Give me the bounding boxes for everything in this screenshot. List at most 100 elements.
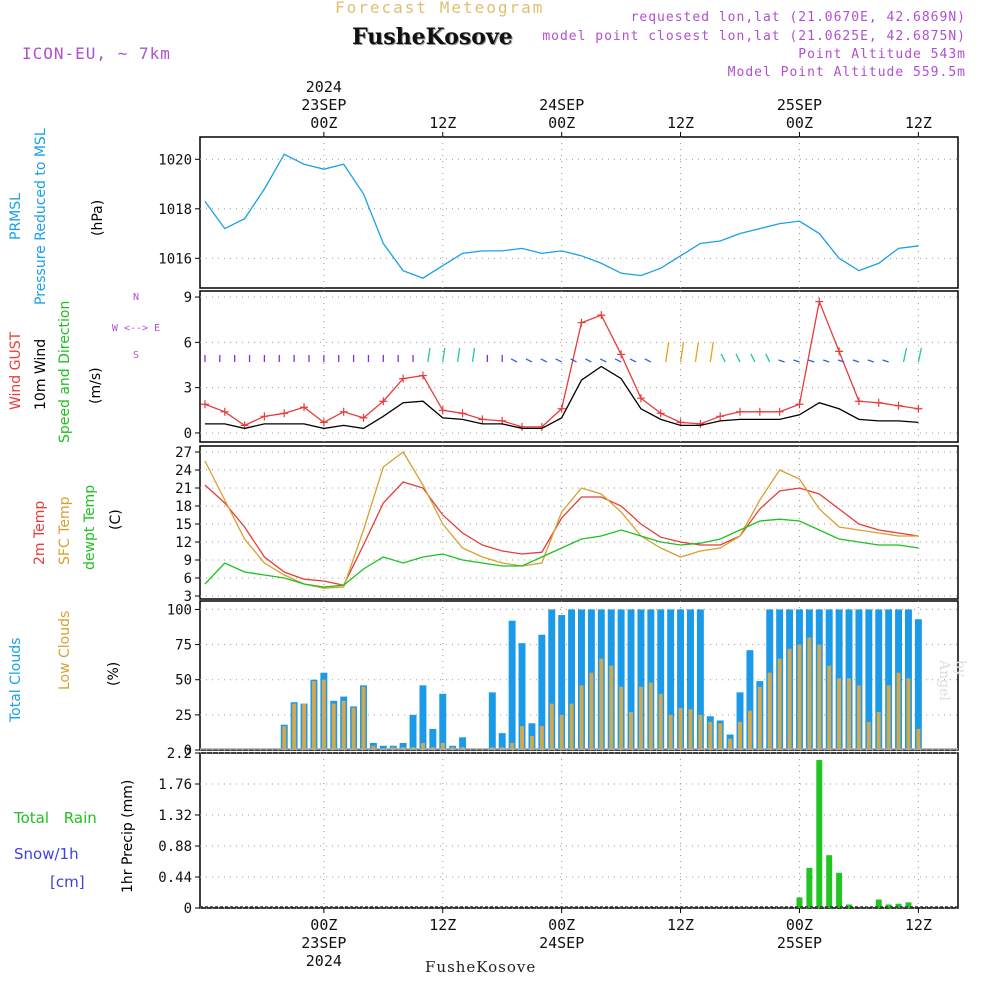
clouds-unit: (%) [106, 661, 122, 686]
y-tick-label: 24 [175, 463, 192, 479]
wind-arrow [694, 341, 700, 363]
bar [520, 726, 525, 750]
bar [599, 658, 604, 750]
y-tick-label: 1016 [158, 251, 192, 267]
top-time-label: 2024 [306, 78, 342, 96]
bar [747, 710, 752, 750]
bar [668, 714, 673, 750]
wind-arrow [902, 347, 908, 363]
bar [647, 609, 655, 750]
y-tick-label: 18 [175, 499, 192, 515]
bar [648, 682, 653, 750]
gust-marker [696, 419, 705, 428]
wind-arrow [808, 359, 815, 363]
bar [875, 899, 882, 908]
series-line-2 [204, 518, 919, 588]
bar [619, 686, 624, 750]
y-tick-label: 15 [175, 517, 192, 533]
panel-2 [195, 445, 959, 600]
y-tick-label: 1.76 [158, 777, 192, 793]
compass-we: W <--> E [112, 323, 160, 334]
gust-marker [736, 407, 745, 416]
bar [895, 903, 902, 908]
bar [638, 686, 643, 750]
panel-0 [195, 136, 959, 289]
y-tick-label: 21 [175, 481, 192, 497]
pressure-label-2: Pressure Reduced to MSL [33, 128, 49, 305]
bar [578, 609, 585, 750]
wind-arrow [555, 358, 562, 363]
bar [488, 692, 496, 750]
y-tick-label: 0 [184, 743, 192, 759]
pressure-unit: (hPa) [90, 199, 106, 236]
series-line-1 [204, 365, 919, 430]
bar [609, 665, 614, 750]
bar [667, 609, 675, 750]
bar [548, 609, 556, 750]
bar [736, 692, 744, 750]
bar [569, 703, 574, 750]
compass-n: N [133, 292, 139, 303]
gust-marker [636, 394, 645, 403]
wind-arrow [442, 347, 446, 363]
bottom-time-label: 00Z [310, 916, 337, 934]
wind-label: 10m Wind [33, 338, 49, 410]
bar [826, 855, 833, 908]
bar [847, 678, 851, 750]
gust-marker [399, 374, 408, 383]
bar [498, 733, 506, 750]
bar [351, 707, 356, 750]
bar [806, 867, 813, 908]
panel-1 [195, 290, 959, 443]
bar [321, 679, 326, 750]
series-line-0 [204, 153, 919, 279]
wind-arrow [852, 359, 860, 363]
bar [846, 904, 852, 908]
bar [371, 745, 376, 750]
bar [538, 634, 546, 750]
chart-title: Forecast Meteogram [335, 0, 545, 17]
bar [687, 609, 694, 750]
bar [856, 685, 861, 750]
footer-station: FusheKosove [425, 958, 537, 976]
bar [797, 644, 802, 750]
top-time-label: 25SEP [777, 96, 822, 114]
bar [420, 742, 425, 750]
watermark: by Angel [936, 660, 968, 701]
bar [757, 686, 762, 750]
wind-unit: (m/s) [88, 367, 104, 404]
sfc-temp-label: SFC Temp [57, 496, 73, 565]
bar [508, 620, 516, 750]
bar [439, 693, 447, 750]
low-clouds-label: Low Clouds [57, 610, 73, 690]
y-tick-label: 9 [184, 553, 192, 569]
top-time-label: 24SEP [539, 96, 584, 114]
bar [677, 609, 685, 750]
wind-arrow [882, 359, 889, 363]
y-tick-label: 2.2 [167, 746, 192, 762]
snow-unit: [cm] [50, 873, 85, 891]
y-tick-label: 12 [175, 535, 192, 551]
gust-marker [359, 413, 368, 422]
wind-arrow [510, 358, 518, 363]
bar [579, 685, 584, 750]
gust-marker [478, 415, 487, 424]
gust-marker [220, 407, 229, 416]
gust-marker [795, 400, 804, 409]
y-tick-label: 0.44 [158, 870, 192, 886]
y-tick-label: 75 [175, 638, 192, 654]
bar [627, 609, 635, 750]
bar [876, 712, 881, 750]
bar [292, 703, 297, 750]
model-name: ICON-EU, ~ 7km [22, 44, 171, 63]
y-tick-label: 27 [175, 445, 192, 461]
wind-dir-label: Speed and Direction [57, 300, 73, 443]
panel-frame [199, 136, 959, 289]
precip-unit: 1hr Precip (mm) [120, 779, 136, 893]
gust-marker [557, 404, 566, 413]
y-tick-label: 50 [175, 673, 192, 689]
gust-marker [914, 404, 923, 413]
bar [738, 721, 742, 750]
bar [916, 728, 921, 750]
